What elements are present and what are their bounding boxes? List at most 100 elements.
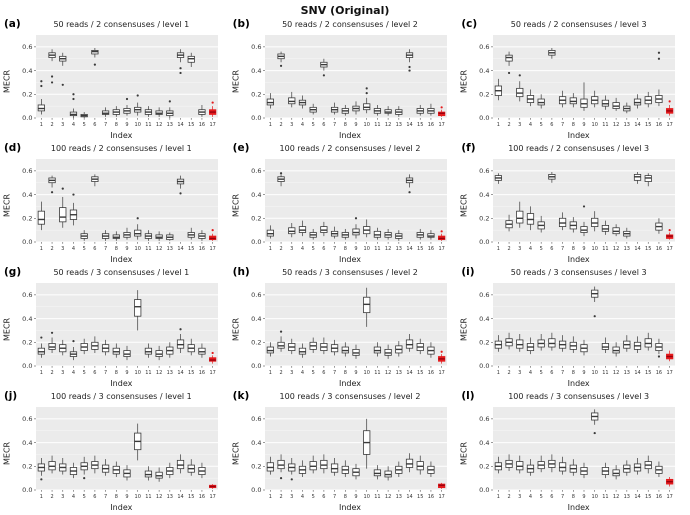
svg-text:3: 3 [518, 246, 521, 252]
svg-text:7: 7 [333, 370, 336, 376]
svg-text:0.2: 0.2 [251, 462, 261, 470]
y-axis-label: MECR [459, 193, 469, 217]
panel-f: (f) 100 reads / 2 consensuses / level 3 … [459, 142, 688, 266]
svg-text:3: 3 [61, 246, 64, 252]
svg-text:2: 2 [508, 494, 511, 500]
svg-text:17: 17 [438, 494, 444, 500]
svg-text:14: 14 [635, 122, 641, 128]
x-axis-label: Index [338, 131, 361, 140]
svg-text:6: 6 [551, 494, 554, 500]
svg-text:8: 8 [115, 246, 118, 252]
svg-text:12: 12 [613, 494, 619, 500]
svg-text:12: 12 [156, 122, 162, 128]
svg-text:0.6: 0.6 [22, 167, 32, 175]
svg-text:9: 9 [125, 122, 128, 128]
panel-label: (j) [4, 390, 18, 402]
boxplot-chart: 0.00.20.40.61 2 3 4 5 6 7 8 9 10 11 12 13 14 15 16 17 [22, 283, 218, 376]
panel-d: (d) 100 reads / 2 consensuses / level 1 … [2, 142, 231, 266]
svg-text:0.6: 0.6 [22, 415, 32, 423]
panel-subtitle: 100 reads / 2 consensuses / level 3 [508, 144, 650, 153]
svg-text:14: 14 [177, 246, 183, 252]
svg-text:3: 3 [290, 246, 293, 252]
panel-label: (l) [461, 390, 475, 402]
svg-text:3: 3 [61, 494, 64, 500]
svg-text:2: 2 [50, 494, 53, 500]
panel-header: (g) 50 reads / 3 consensuses / level 1 [2, 266, 231, 279]
svg-text:5: 5 [311, 246, 314, 252]
svg-text:2: 2 [50, 370, 53, 376]
svg-text:16: 16 [656, 122, 662, 128]
svg-text:0.0: 0.0 [22, 486, 32, 494]
svg-text:5: 5 [540, 370, 543, 376]
svg-text:11: 11 [374, 122, 380, 128]
panel-header: (j) 100 reads / 3 consensuses / level 1 [2, 390, 231, 403]
svg-text:8: 8 [572, 494, 575, 500]
svg-text:13: 13 [624, 122, 630, 128]
svg-text:0.0: 0.0 [251, 114, 261, 122]
svg-text:0.0: 0.0 [22, 362, 32, 370]
x-axis-label: Index [338, 379, 361, 388]
svg-text:15: 15 [417, 246, 423, 252]
svg-text:0.0: 0.0 [251, 362, 261, 370]
svg-text:15: 15 [188, 494, 194, 500]
svg-text:0.6: 0.6 [22, 291, 32, 299]
svg-text:13: 13 [167, 370, 173, 376]
svg-text:3: 3 [61, 122, 64, 128]
svg-text:0.6: 0.6 [479, 167, 489, 175]
svg-text:7: 7 [561, 494, 564, 500]
svg-text:14: 14 [406, 246, 412, 252]
panel-header: (b) 50 reads / 2 consensuses / level 2 [231, 18, 460, 31]
svg-text:12: 12 [156, 494, 162, 500]
boxplot-chart: 0.00.20.40.61 2 3 4 5 6 7 8 9 10 11 12 13 14 15 16 17 [251, 35, 447, 128]
x-axis-label: Index [567, 379, 590, 388]
panel-label: (b) [232, 18, 250, 30]
svg-text:0.6: 0.6 [479, 43, 489, 51]
panel-subtitle: 50 reads / 2 consensuses / level 3 [510, 20, 647, 29]
svg-text:7: 7 [333, 246, 336, 252]
svg-text:16: 16 [427, 494, 433, 500]
boxplot-chart: 0.00.20.40.61 2 3 4 5 6 7 8 9 10 11 12 13 14 15 16 17 [479, 283, 676, 376]
svg-text:12: 12 [385, 370, 391, 376]
y-axis-label: MECR [231, 193, 241, 217]
x-axis-label: Index [338, 255, 361, 264]
panel-body: MECR 0.0 0.2 0.4 0.6 1 2 3 4 5 6 7 8 9 10 11 12 13 14 15 16… [231, 279, 460, 379]
boxplot-chart: 0.00.20.40.61 2 3 4 5 6 7 8 9 10 11 12 13 14 15 16 17 [479, 159, 676, 252]
svg-text:8: 8 [343, 494, 346, 500]
svg-text:0.4: 0.4 [22, 67, 32, 75]
svg-text:4: 4 [301, 246, 304, 252]
panel-header: (l) 100 reads / 3 consensuses / level 3 [459, 390, 688, 403]
panel-label: (f) [461, 142, 476, 154]
panel-subtitle: 100 reads / 3 consensuses / level 1 [50, 392, 192, 401]
svg-text:13: 13 [167, 246, 173, 252]
svg-text:3: 3 [290, 494, 293, 500]
svg-text:10: 10 [592, 122, 598, 128]
svg-text:1: 1 [40, 370, 43, 376]
svg-text:4: 4 [72, 246, 75, 252]
svg-text:9: 9 [583, 122, 586, 128]
svg-text:2: 2 [50, 246, 53, 252]
svg-text:12: 12 [156, 370, 162, 376]
svg-text:1: 1 [268, 370, 271, 376]
svg-text:6: 6 [93, 246, 96, 252]
svg-text:2: 2 [279, 122, 282, 128]
svg-text:0.2: 0.2 [22, 90, 32, 98]
svg-text:13: 13 [395, 494, 401, 500]
svg-text:3: 3 [290, 370, 293, 376]
svg-text:12: 12 [156, 246, 162, 252]
y-axis-label: MECR [2, 441, 12, 465]
svg-text:15: 15 [188, 122, 194, 128]
panel-header: (e) 100 reads / 2 consensuses / level 2 [231, 142, 460, 155]
svg-text:11: 11 [374, 370, 380, 376]
svg-text:1: 1 [40, 122, 43, 128]
y-axis-label: MECR [231, 69, 241, 93]
svg-text:0.4: 0.4 [251, 67, 261, 75]
svg-text:6: 6 [93, 122, 96, 128]
panel-body: MECR 0.0 0.2 0.4 0.6 1 2 3 4 5 6 7 8 9 10 11 12 13 14 15 16… [231, 403, 460, 503]
svg-text:6: 6 [322, 494, 325, 500]
svg-text:16: 16 [199, 122, 205, 128]
svg-text:10: 10 [135, 122, 141, 128]
svg-text:1: 1 [40, 494, 43, 500]
svg-text:16: 16 [199, 370, 205, 376]
svg-text:9: 9 [354, 246, 357, 252]
